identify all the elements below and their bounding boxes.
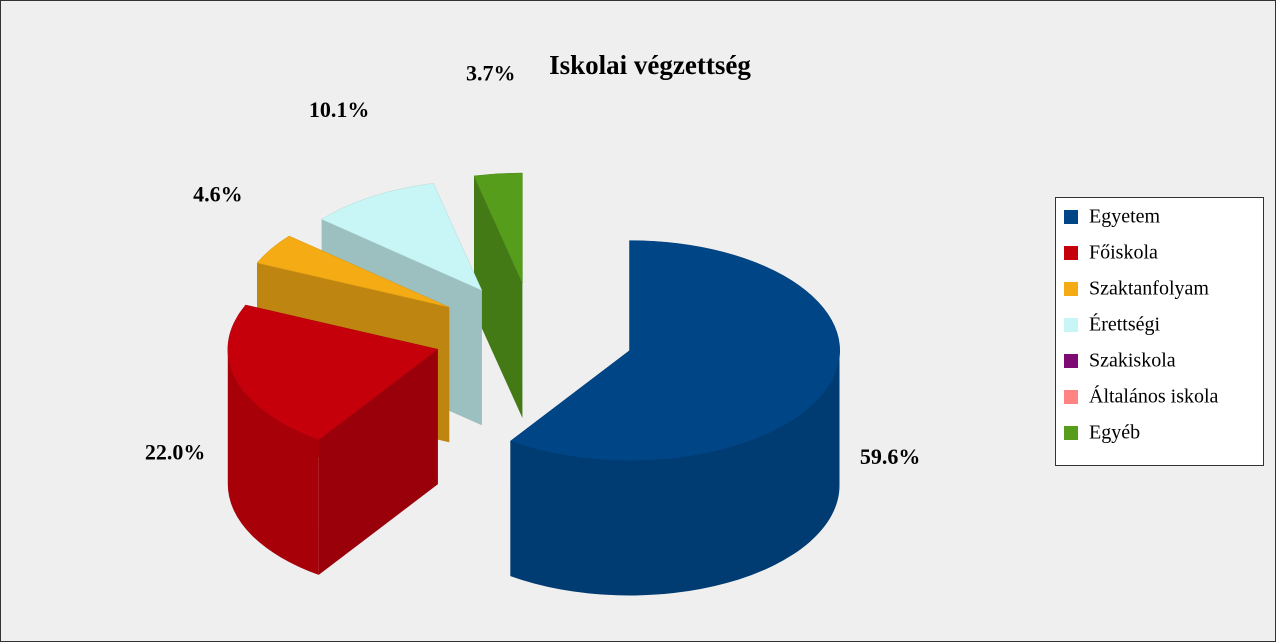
legend-swatch — [1064, 246, 1078, 260]
slice-side — [474, 175, 523, 418]
slice-top — [321, 183, 483, 291]
legend-label: Főiskola — [1089, 242, 1158, 264]
legend-swatch — [1064, 426, 1078, 440]
legend-swatch — [1064, 318, 1078, 332]
data-label: 3.7% — [466, 60, 516, 85]
legend-label: Szaktanfolyam — [1089, 278, 1209, 300]
legend-swatch — [1064, 390, 1078, 404]
data-label: 10.1% — [309, 97, 370, 122]
slice-wall — [227, 349, 319, 575]
slice-top — [227, 304, 439, 441]
slice-wall — [510, 350, 840, 596]
data-label: 22.0% — [145, 439, 206, 464]
data-label: 4.6% — [193, 181, 243, 206]
legend-swatch — [1064, 282, 1078, 296]
legend-label: Egyéb — [1089, 422, 1140, 444]
slice — [509, 240, 840, 596]
legend-box — [1055, 197, 1264, 466]
slice-top — [473, 172, 523, 284]
data-label: 59.6% — [860, 444, 921, 469]
chart-title: Iskolai végzettség — [549, 50, 751, 80]
legend-swatch — [1064, 210, 1078, 224]
slice-top — [256, 235, 450, 308]
legend-label: Érettségi — [1089, 313, 1161, 336]
legend-label: Egyetem — [1089, 206, 1161, 228]
legend-label: Szakiskola — [1089, 350, 1176, 372]
legend-swatch — [1064, 354, 1078, 368]
slice — [227, 304, 439, 575]
legend-label: Általános iskola — [1089, 385, 1219, 408]
slice — [473, 172, 523, 418]
slice-top — [509, 240, 840, 461]
